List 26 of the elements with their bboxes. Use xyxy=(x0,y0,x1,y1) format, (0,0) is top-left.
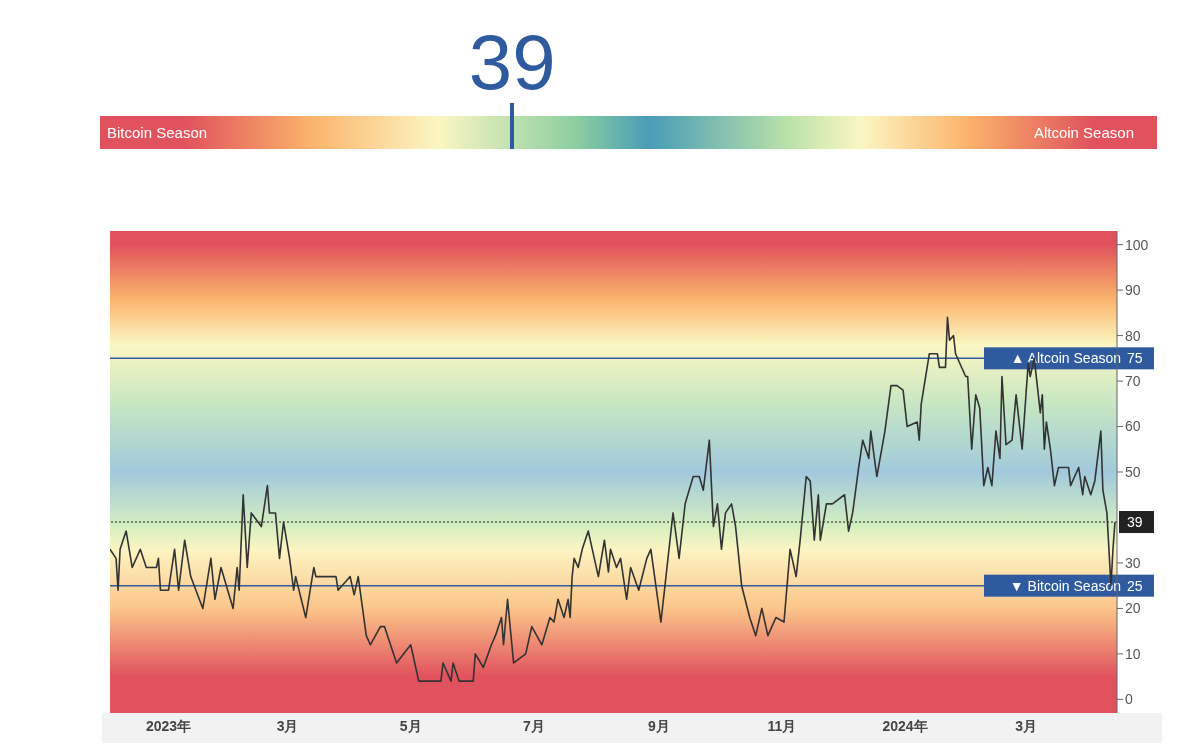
annotation: 39 xyxy=(1127,514,1143,531)
y-tick-label: 100 xyxy=(1125,236,1149,253)
x-tick-label: 3月 xyxy=(1015,717,1038,734)
y-tick-label: 50 xyxy=(1125,463,1141,480)
ref-line-label: ▼ Bitcoin Season xyxy=(1009,577,1121,594)
y-tick-label: 80 xyxy=(1125,327,1141,344)
x-tick-label: 11月 xyxy=(767,717,797,734)
y-tick-label: 10 xyxy=(1125,645,1141,662)
annotation: 25 xyxy=(1127,577,1143,594)
y-tick-label: 30 xyxy=(1125,554,1141,571)
text: Bitcoin Season xyxy=(107,124,208,141)
y-tick-label: 70 xyxy=(1125,373,1141,390)
x-tick-label: 3月 xyxy=(276,717,299,734)
x-tick-label: 5月 xyxy=(399,717,422,734)
x-tick-label: 7月 xyxy=(522,717,545,734)
text: Altcoin Season xyxy=(1033,124,1134,141)
text: 39 xyxy=(467,18,557,106)
y-tick-label: 0 xyxy=(1125,691,1133,708)
y-tick-label: 90 xyxy=(1125,282,1141,299)
x-tick-label: 2023年 xyxy=(145,717,192,734)
ref-line-label: ▲ Altcoin Season xyxy=(1010,350,1121,367)
annotation: 75 xyxy=(1127,350,1143,367)
x-tick-label: 2024年 xyxy=(882,717,928,734)
y-tick-label: 20 xyxy=(1125,600,1141,617)
x-tick-label: 9月 xyxy=(648,717,670,734)
y-tick-label: 60 xyxy=(1125,418,1141,435)
